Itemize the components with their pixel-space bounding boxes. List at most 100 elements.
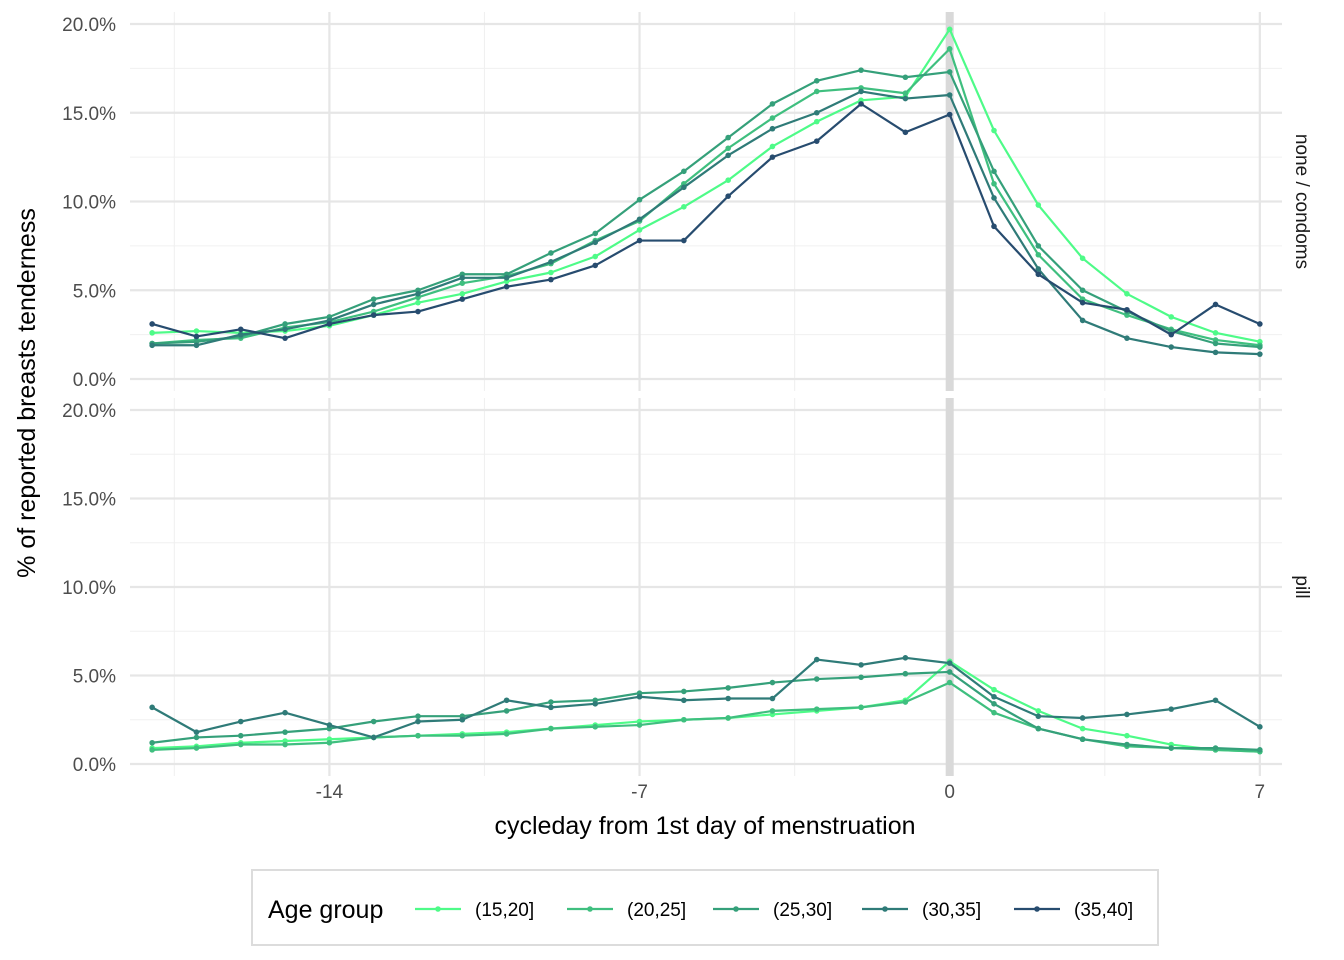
data-point bbox=[326, 739, 333, 746]
data-point bbox=[769, 115, 776, 121]
data-point bbox=[415, 299, 421, 306]
data-point bbox=[902, 670, 909, 677]
data-point bbox=[681, 168, 687, 175]
data-point bbox=[902, 699, 909, 705]
data-point bbox=[1124, 741, 1130, 748]
data-point bbox=[592, 230, 599, 237]
data-point bbox=[813, 88, 820, 95]
data-point bbox=[725, 193, 731, 199]
data-point bbox=[149, 321, 155, 327]
data-point bbox=[459, 296, 466, 302]
data-point bbox=[902, 95, 909, 102]
data-point bbox=[946, 92, 953, 98]
data-point bbox=[326, 321, 333, 327]
series bbox=[149, 101, 1263, 341]
data-point bbox=[370, 312, 377, 318]
strip-label: pill bbox=[1291, 575, 1312, 598]
data-point bbox=[813, 706, 820, 712]
data-point bbox=[813, 138, 820, 144]
data-point bbox=[1168, 344, 1175, 350]
data-point bbox=[813, 676, 820, 682]
series bbox=[149, 46, 1263, 349]
data-point bbox=[902, 655, 909, 661]
data-point bbox=[1257, 724, 1263, 730]
data-point bbox=[548, 269, 554, 276]
y-tick-label: 20.0% bbox=[62, 401, 116, 422]
data-point bbox=[681, 697, 687, 704]
data-point bbox=[636, 216, 643, 223]
data-point bbox=[149, 342, 155, 349]
data-point bbox=[592, 262, 599, 269]
data-point bbox=[1079, 736, 1086, 743]
legend-entry: (20,25] bbox=[567, 900, 686, 921]
data-point bbox=[459, 291, 466, 297]
data-point bbox=[459, 732, 466, 739]
data-point bbox=[1212, 301, 1219, 308]
series-line bbox=[152, 69, 1260, 349]
data-point bbox=[503, 275, 510, 281]
data-point bbox=[858, 67, 864, 73]
data-point bbox=[1168, 331, 1175, 338]
data-point bbox=[991, 168, 997, 175]
data-point bbox=[946, 26, 953, 33]
data-point bbox=[1124, 335, 1130, 341]
data-point bbox=[370, 734, 377, 741]
data-point bbox=[1035, 251, 1042, 258]
data-point bbox=[1168, 706, 1175, 712]
data-point bbox=[636, 722, 643, 728]
data-point bbox=[991, 693, 997, 700]
legend-label: (35,40] bbox=[1074, 900, 1133, 921]
data-point bbox=[503, 697, 510, 704]
data-point bbox=[1212, 330, 1219, 336]
data-point bbox=[991, 709, 997, 716]
data-point bbox=[149, 739, 155, 746]
data-point bbox=[1079, 715, 1086, 721]
legend-entry: (35,40] bbox=[1014, 900, 1133, 921]
data-point bbox=[282, 741, 288, 748]
x-axis-title: cycleday from 1st day of menstruation bbox=[494, 812, 915, 840]
series-line bbox=[152, 90, 1260, 356]
data-point bbox=[813, 656, 820, 663]
data-point bbox=[813, 109, 820, 116]
data-point bbox=[858, 662, 864, 668]
data-point bbox=[282, 729, 288, 735]
data-point bbox=[237, 741, 244, 748]
data-point bbox=[1035, 713, 1042, 720]
data-point bbox=[459, 275, 466, 281]
data-point bbox=[282, 335, 288, 341]
legend-entry: (15,20] bbox=[415, 900, 534, 921]
data-point bbox=[1079, 255, 1086, 262]
data-point bbox=[592, 239, 599, 246]
y-axis-title: % of reported breasts tenderness bbox=[13, 208, 41, 578]
data-point bbox=[725, 145, 731, 152]
strip-label: none / condoms bbox=[1291, 134, 1312, 269]
data-point bbox=[503, 283, 510, 290]
data-point bbox=[1257, 747, 1263, 753]
series bbox=[149, 67, 1263, 350]
data-point bbox=[725, 152, 731, 159]
data-point bbox=[282, 326, 288, 333]
data-point bbox=[813, 78, 820, 84]
series-line bbox=[152, 28, 1261, 343]
data-point bbox=[149, 330, 155, 336]
data-point bbox=[902, 129, 909, 136]
data-point bbox=[1079, 725, 1086, 732]
legend-label: (20,25] bbox=[627, 900, 686, 921]
data-point bbox=[149, 704, 155, 711]
data-point bbox=[592, 253, 599, 260]
data-point bbox=[1035, 271, 1042, 278]
data-point bbox=[1035, 202, 1042, 208]
legend-box bbox=[251, 869, 1159, 946]
panels-layer: 0.0%5.0%10.0%15.0%20.0%none / condoms0.0… bbox=[62, 12, 1312, 803]
data-point bbox=[946, 660, 953, 666]
data-point bbox=[237, 331, 244, 338]
data-point bbox=[1124, 711, 1130, 718]
data-point bbox=[991, 195, 997, 201]
data-point bbox=[1168, 745, 1175, 751]
data-point bbox=[725, 715, 731, 721]
data-point bbox=[769, 125, 776, 132]
data-point bbox=[681, 204, 687, 210]
data-point bbox=[991, 701, 997, 707]
y-tick-label: 15.0% bbox=[62, 104, 116, 125]
series-line bbox=[152, 47, 1260, 347]
